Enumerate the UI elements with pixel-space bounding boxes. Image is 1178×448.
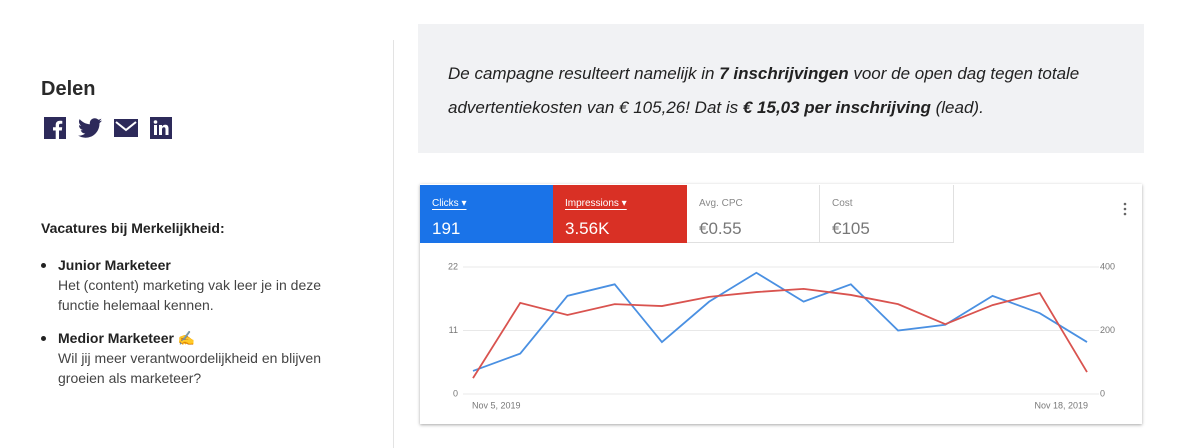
y-tick-label: 11 [449, 325, 458, 335]
mail-icon[interactable] [114, 117, 138, 139]
metric-tile[interactable]: Impressions ▾ 3.56K [553, 185, 687, 243]
twitter-icon[interactable] [78, 117, 102, 139]
y-tick-label: 0 [453, 388, 458, 398]
metric-tile: Cost €105 [820, 185, 954, 243]
menu-dot[interactable] [1123, 212, 1127, 216]
jobs-title: Vacatures bij Merkelijkheid: [41, 220, 225, 236]
y2-tick-label: 0 [1100, 388, 1105, 398]
x-tick-label: Nov 5, 2019 [472, 400, 521, 410]
facebook-icon[interactable] [44, 117, 66, 139]
metric-label: Clicks ▾ [432, 198, 467, 209]
quote-text: € 15,03 per inschrijving [742, 98, 931, 117]
metric-tile: Avg. CPC €0.55 [687, 185, 820, 243]
menu-dot[interactable] [1123, 202, 1127, 206]
metric-value: €105 [832, 219, 870, 238]
metric-label: Avg. CPC [699, 198, 743, 209]
job-title[interactable]: Medior Marketeer ✍️ [58, 330, 196, 346]
metric-label: Cost [832, 198, 853, 209]
share-title: Delen [41, 78, 96, 100]
line-series [472, 271, 1088, 372]
quote-text: (lead). [930, 98, 984, 117]
metric-value: €0.55 [699, 219, 742, 238]
x-tick-label: Nov 18, 2019 [1034, 400, 1088, 410]
linkedin-icon[interactable] [150, 117, 172, 139]
job-description: Het (content) marketing vak leer je in d… [58, 277, 322, 313]
quote-text: 7 inschrijvingen [719, 64, 849, 83]
quote-text: De campagne resulteert namelijk in [448, 64, 720, 83]
y-tick-label: 22 [448, 261, 458, 271]
menu-dot[interactable] [1123, 207, 1127, 211]
metric-label: Impressions ▾ [565, 198, 627, 209]
metric-tile[interactable]: Clicks ▾ 191 [420, 185, 553, 243]
y2-tick-label: 200 [1100, 325, 1115, 335]
share-icons [44, 117, 172, 139]
metric-value: 191 [432, 219, 461, 238]
line-series [472, 288, 1088, 379]
quote-text: voor de open dag tegen totale advertenti… [448, 64, 1080, 117]
job-description: Wil jij meer verantwoordelijkheid en bli… [58, 350, 321, 386]
y2-tick-label: 400 [1100, 261, 1115, 271]
divider [393, 40, 394, 448]
quote-box: De campagne resulteert namelijk in 7 ins… [418, 24, 1144, 153]
chart: 0 11 22 0 200 400 Nov 5, 2019 Nov 18, 2019 [448, 202, 1127, 410]
jobs-list: Junior Marketeer Het (content) marketing … [41, 255, 361, 401]
job-item: Medior Marketeer ✍️ Wil jij meer verantwo… [41, 328, 361, 388]
job-item: Junior Marketeer Het (content) marketing … [41, 255, 361, 315]
metric-value: 3.56K [565, 219, 610, 238]
job-title[interactable]: Junior Marketeer [58, 257, 171, 273]
chart-widget: 0 11 22 0 200 400 Nov 5, 2019 Nov 18, 2019 Clic… [420, 184, 1142, 424]
